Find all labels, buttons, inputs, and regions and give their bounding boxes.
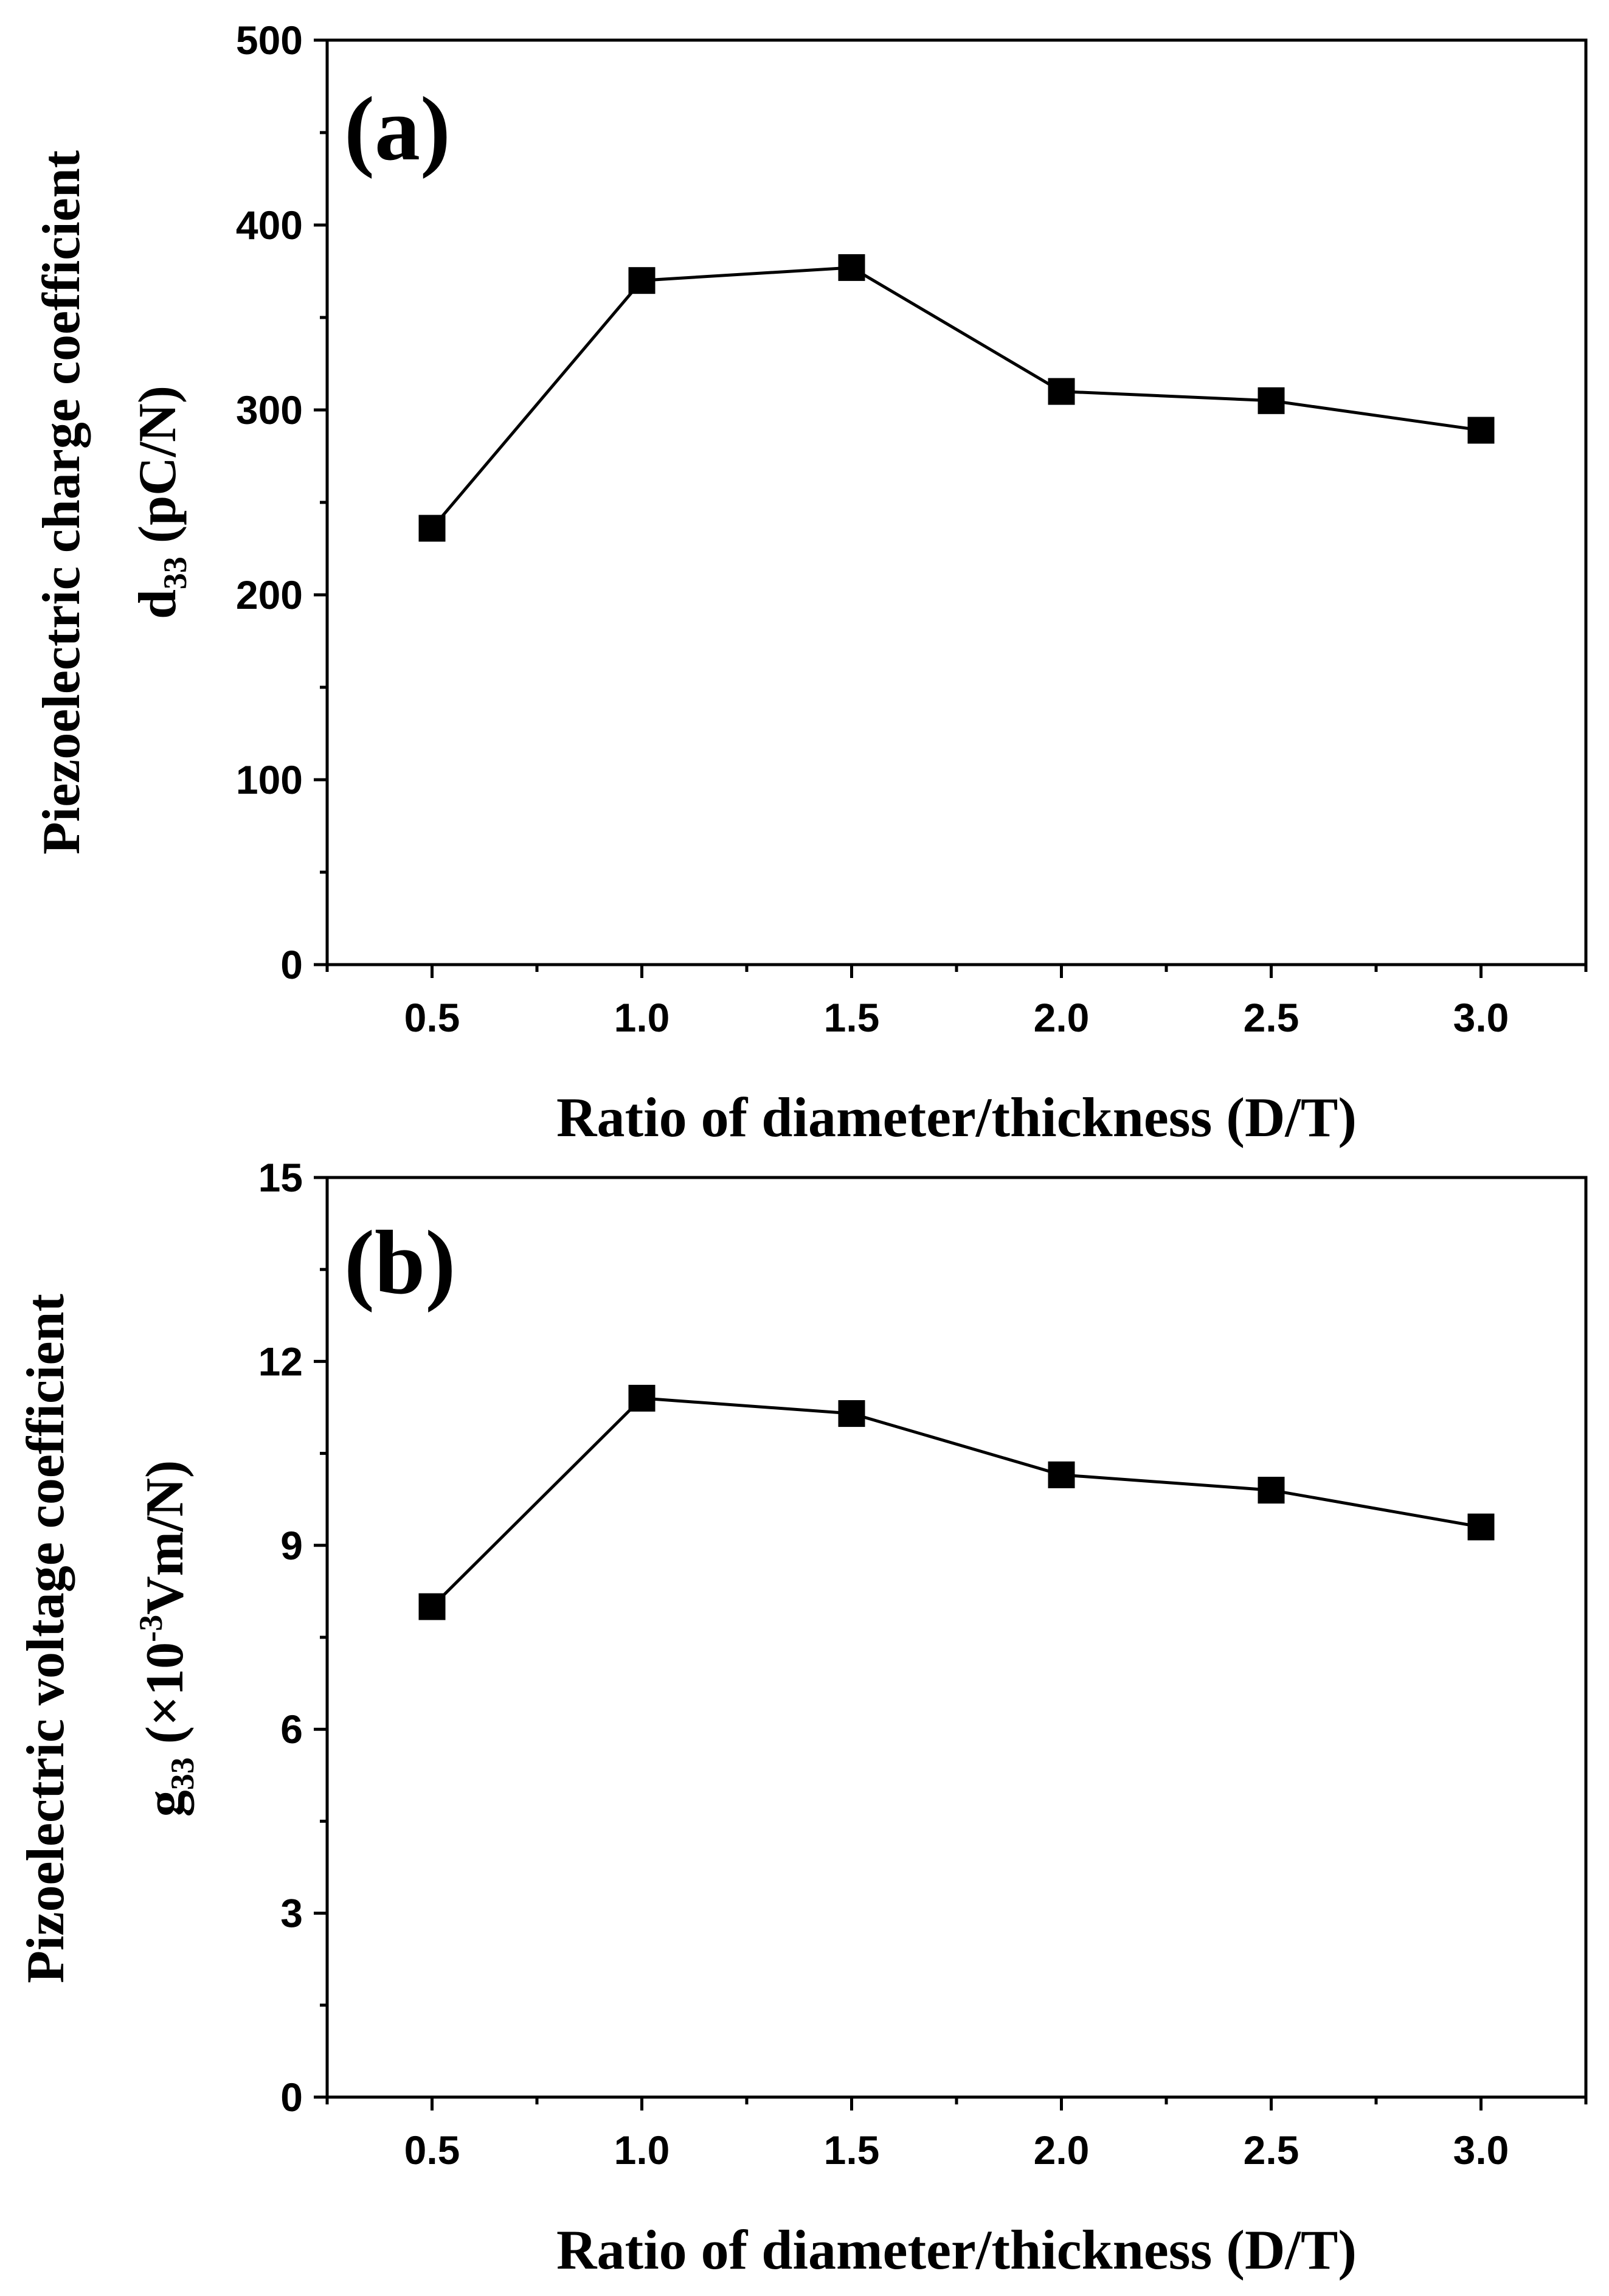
panel-a-data-point (628, 267, 656, 294)
panel-a-plot-frame (325, 38, 1588, 966)
panel-b-data-point (418, 1593, 446, 1620)
panel-b-x-tick-label: 2.0 (1034, 2128, 1090, 2173)
panel-b-y-tick-label: 3 (280, 1891, 303, 1936)
panel-b-data-point (1048, 1461, 1075, 1488)
panel-b-x-tick-label: 1.0 (614, 2128, 670, 2173)
panel-a-y-tick-label: 400 (236, 203, 303, 248)
panel-a-y-unit: (pC/N) (128, 386, 187, 557)
panel-a-data-point (1467, 417, 1495, 444)
panel-a-y-tick-label: 200 (236, 572, 303, 617)
panel-b-plot-frame (325, 1176, 1588, 2099)
panel-b-y-axis-title-line2: g33 (×10-3Vm/N) (133, 1460, 201, 1817)
panel-b-series-line (431, 1396, 1481, 1608)
panel-b-x-tick-labels: 0.5 1.0 1.5 2.0 2.5 3.0 (404, 2128, 1509, 2173)
panel-a-x-axis-title: Ratio of diameter/thickness (D/T) (556, 1086, 1357, 1148)
panel-a-y-axis-title-line1: Piezoelectric charge coefficient (32, 150, 91, 855)
panel-b-data-point (628, 1384, 656, 1412)
panel-b-y-tick-labels: 0 3 6 9 12 15 (258, 1155, 303, 2120)
panel-b-y-tick-label: 6 (280, 1707, 303, 1752)
panel-b-y-symbol: g (136, 1790, 195, 1817)
panel-a-x-tick-labels: 0.5 1.0 1.5 2.0 2.5 3.0 (404, 995, 1509, 1040)
panel-b-y-tick-label: 0 (280, 2075, 303, 2120)
panel-a-x-tick-label: 2.5 (1244, 995, 1299, 1040)
panel-a-y-tick-label: 500 (236, 18, 303, 63)
panel-a-data-point (1258, 387, 1285, 414)
panel-b-x-tick-label: 1.5 (824, 2128, 880, 2173)
panel-a-data-point (1048, 378, 1075, 405)
panel-b-label: (b) (344, 1212, 455, 1313)
panel-b-data-point (1258, 1477, 1285, 1504)
panel-a-series (418, 254, 1495, 542)
panel-a-x-ticks (325, 965, 1588, 978)
panel-b-x-tick-label: 0.5 (404, 2128, 460, 2173)
panel-a-y-tick-labels: 0 100 200 300 400 500 (236, 18, 303, 987)
panel-b-y-tick-label: 9 (280, 1523, 303, 1568)
panel-b-y-axis-title: Pizoelectric voltage coefficient g33 (×1… (16, 1294, 201, 1983)
panel-a-data-point (418, 515, 446, 542)
panel-b-x-tick-label: 2.5 (1244, 2128, 1299, 2173)
panel-b-data-point (838, 1400, 865, 1427)
panel-a-label: (a) (344, 78, 451, 179)
panel-b-y-superscript: -3 (133, 1615, 169, 1642)
panel-b-y-tick-label: 15 (258, 1155, 303, 1200)
panel-b-x-tick-label: 3.0 (1453, 2128, 1509, 2173)
panel-b-y-unit-pre: (×10 (136, 1642, 195, 1757)
panel-a-y-axis-title: Piezoelectric charge coefficient d33 (pC… (32, 150, 193, 855)
panel-a-x-tick-label: 2.0 (1034, 995, 1090, 1040)
panel-a-y-subscript: 33 (157, 557, 193, 589)
panel-a-x-tick-label: 1.0 (614, 995, 670, 1040)
panel-a-y-symbol: d (128, 589, 187, 619)
panel-a-y-tick-label: 0 (280, 942, 303, 987)
panel-a-data-point (838, 254, 865, 281)
panel-b-data-point (1467, 1513, 1495, 1541)
panel-b: 0 3 6 9 12 15 0.5 1.0 1.5 2.0 2.5 3.0 (b) Ratio of… (16, 1155, 1588, 2281)
panel-a-x-tick-label: 0.5 (404, 995, 460, 1040)
panel-b-y-subscript: 33 (164, 1757, 201, 1790)
panel-a-y-ticks (314, 38, 327, 966)
panel-b-y-axis-title-line1: Pizoelectric voltage coefficient (16, 1294, 75, 1983)
panel-b-y-tick-label: 12 (258, 1339, 303, 1384)
panel-b-y-ticks (314, 1176, 327, 2099)
panel-a-series-line (431, 266, 1481, 530)
panel-b-x-axis-title: Ratio of diameter/thickness (D/T) (556, 2219, 1357, 2281)
panel-a-y-axis-title-line2: d33 (pC/N) (128, 386, 193, 619)
panel-a-y-tick-label: 100 (236, 757, 303, 802)
panel-b-x-ticks (325, 2097, 1588, 2110)
panel-a-y-tick-label: 300 (236, 387, 303, 432)
panel-a-x-tick-label: 1.5 (824, 995, 880, 1040)
panel-b-series (418, 1384, 1495, 1620)
panel-b-y-unit-post: Vm/N) (136, 1460, 195, 1615)
panel-a-x-tick-label: 3.0 (1453, 995, 1509, 1040)
